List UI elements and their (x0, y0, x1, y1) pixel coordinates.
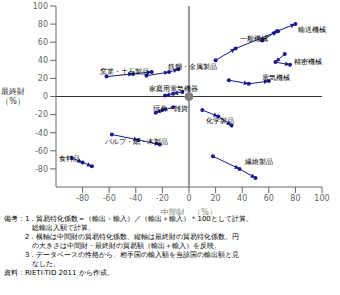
html-text:2．横軸は中間財の貿易特化係数、縦軸は最終財の貿易特化係数。: 2．横軸は中間財の貿易特化係数、縦軸は最終財の貿易特化係数。円 (4, 233, 240, 241)
svg-text:-40: -40 (35, 129, 48, 138)
svg-text:最終財（%）: 最終財（%） (8, 87, 25, 106)
svg-text:0: 0 (186, 194, 191, 203)
svg-text:鉄鋼・金属製品: 鉄鋼・金属製品 (168, 63, 217, 71)
svg-text:精密機械: 精密機械 (294, 58, 322, 66)
svg-text:-60: -60 (103, 194, 116, 203)
svg-text:窯業・土石製品: 窯業・土石製品 (100, 68, 149, 76)
svg-text:食料品: 食料品 (59, 155, 80, 163)
svg-text:20: 20 (211, 194, 221, 203)
svg-text:60: 60 (264, 194, 274, 203)
svg-text:玩具・雑貨: 玩具・雑貨 (153, 105, 188, 113)
svg-text:-60: -60 (35, 147, 48, 156)
svg-text:化学製品: 化学製品 (206, 117, 234, 125)
svg-text:中間財 （%）: 中間財 （%） (161, 208, 217, 215)
html-text:3．データベースの性格から、相手国の輸入額を当該国の輸出額と: 3．データベースの性格から、相手国の輸入額を当該国の輸出額と見 (4, 251, 240, 259)
html-text:の大きさは中間財・最終財の貿易額（輸出＋輸入）を反映。: の大きさは中間財・最終財の貿易額（輸出＋輸入）を反映。 (4, 242, 221, 250)
svg-text:0: 0 (43, 92, 48, 101)
svg-text:一般機械: 一般機械 (240, 35, 268, 43)
html-text:資料：RIETI-TID 2011 から作成。: 資料：RIETI-TID 2011 から作成。 (4, 269, 114, 277)
html-text:備考：1．貿易特化係数＝（輸出－輸入）／（輸出＋輸入）＊10: 備考：1．貿易特化係数＝（輸出－輸入）／（輸出＋輸入）＊100として計算。 (4, 215, 253, 223)
svg-text:20: 20 (38, 74, 48, 83)
svg-text:60: 60 (38, 38, 48, 47)
svg-text:繊維製品: 繊維製品 (244, 158, 273, 166)
svg-text:輸送機械: 輸送機械 (298, 26, 326, 34)
svg-text:100: 100 (33, 2, 48, 11)
svg-text:-80: -80 (76, 194, 89, 203)
svg-text:パルプ・紙・木製品: パルプ・紙・木製品 (104, 138, 168, 146)
html-text:総輸出入額で計算。: 総輸出入額で計算。 (4, 224, 95, 232)
html-text:なした。: なした。 (4, 260, 60, 268)
svg-text:80: 80 (290, 194, 300, 203)
svg-text:-20: -20 (156, 194, 169, 203)
svg-text:40: 40 (237, 194, 247, 203)
svg-text:80: 80 (38, 20, 48, 29)
svg-text:-40: -40 (129, 194, 142, 203)
svg-text:-20: -20 (35, 110, 48, 119)
svg-text:家庭用電気機器: 家庭用電気機器 (149, 85, 198, 93)
svg-text:-80: -80 (35, 165, 48, 174)
svg-text:電気機械: 電気機械 (262, 74, 290, 82)
svg-text:100: 100 (314, 194, 329, 203)
svg-text:40: 40 (38, 56, 48, 65)
